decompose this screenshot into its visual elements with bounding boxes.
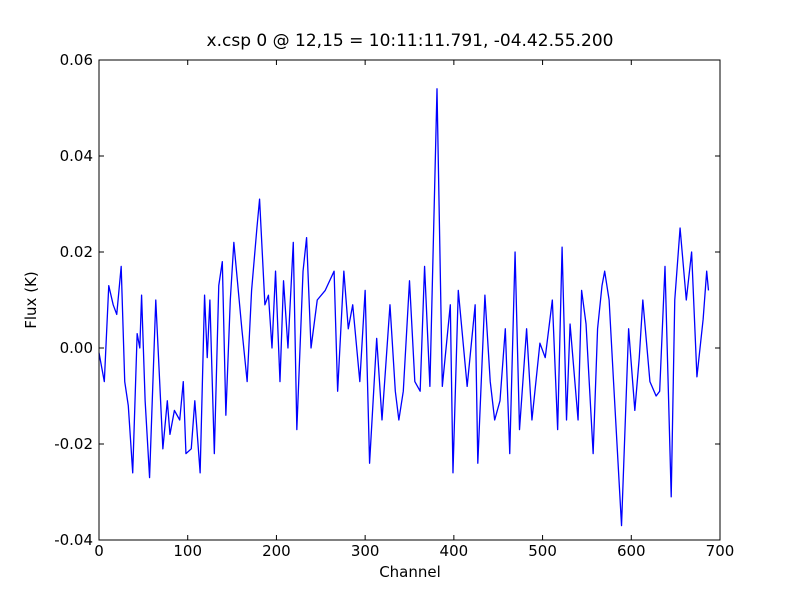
y-tick-label: 0.00: [60, 339, 93, 357]
chart-title: x.csp 0 @ 12,15 = 10:11:11.791, -04.42.5…: [207, 31, 614, 51]
y-tick-label: 0.04: [60, 147, 93, 165]
plot-frame: [98, 59, 721, 541]
y-tick-label: 0.02: [60, 243, 93, 261]
x-tick-label: 300: [351, 542, 380, 560]
x-tick-label: 200: [262, 542, 291, 560]
line-series: [98, 88, 710, 527]
y-axis-label: Flux (K): [22, 271, 40, 329]
x-tick-label: 100: [173, 542, 202, 560]
x-tick-label: 500: [528, 542, 557, 560]
x-axis-label: Channel: [379, 563, 441, 581]
y-tick-label: -0.02: [54, 435, 93, 453]
y-tick-label: -0.04: [54, 531, 93, 549]
y-tick-label: 0.06: [60, 51, 93, 69]
x-tick-label: 600: [617, 542, 646, 560]
x-tick-label: 0: [94, 542, 104, 560]
x-tick-label: 700: [706, 542, 735, 560]
x-tick-label: 400: [440, 542, 469, 560]
